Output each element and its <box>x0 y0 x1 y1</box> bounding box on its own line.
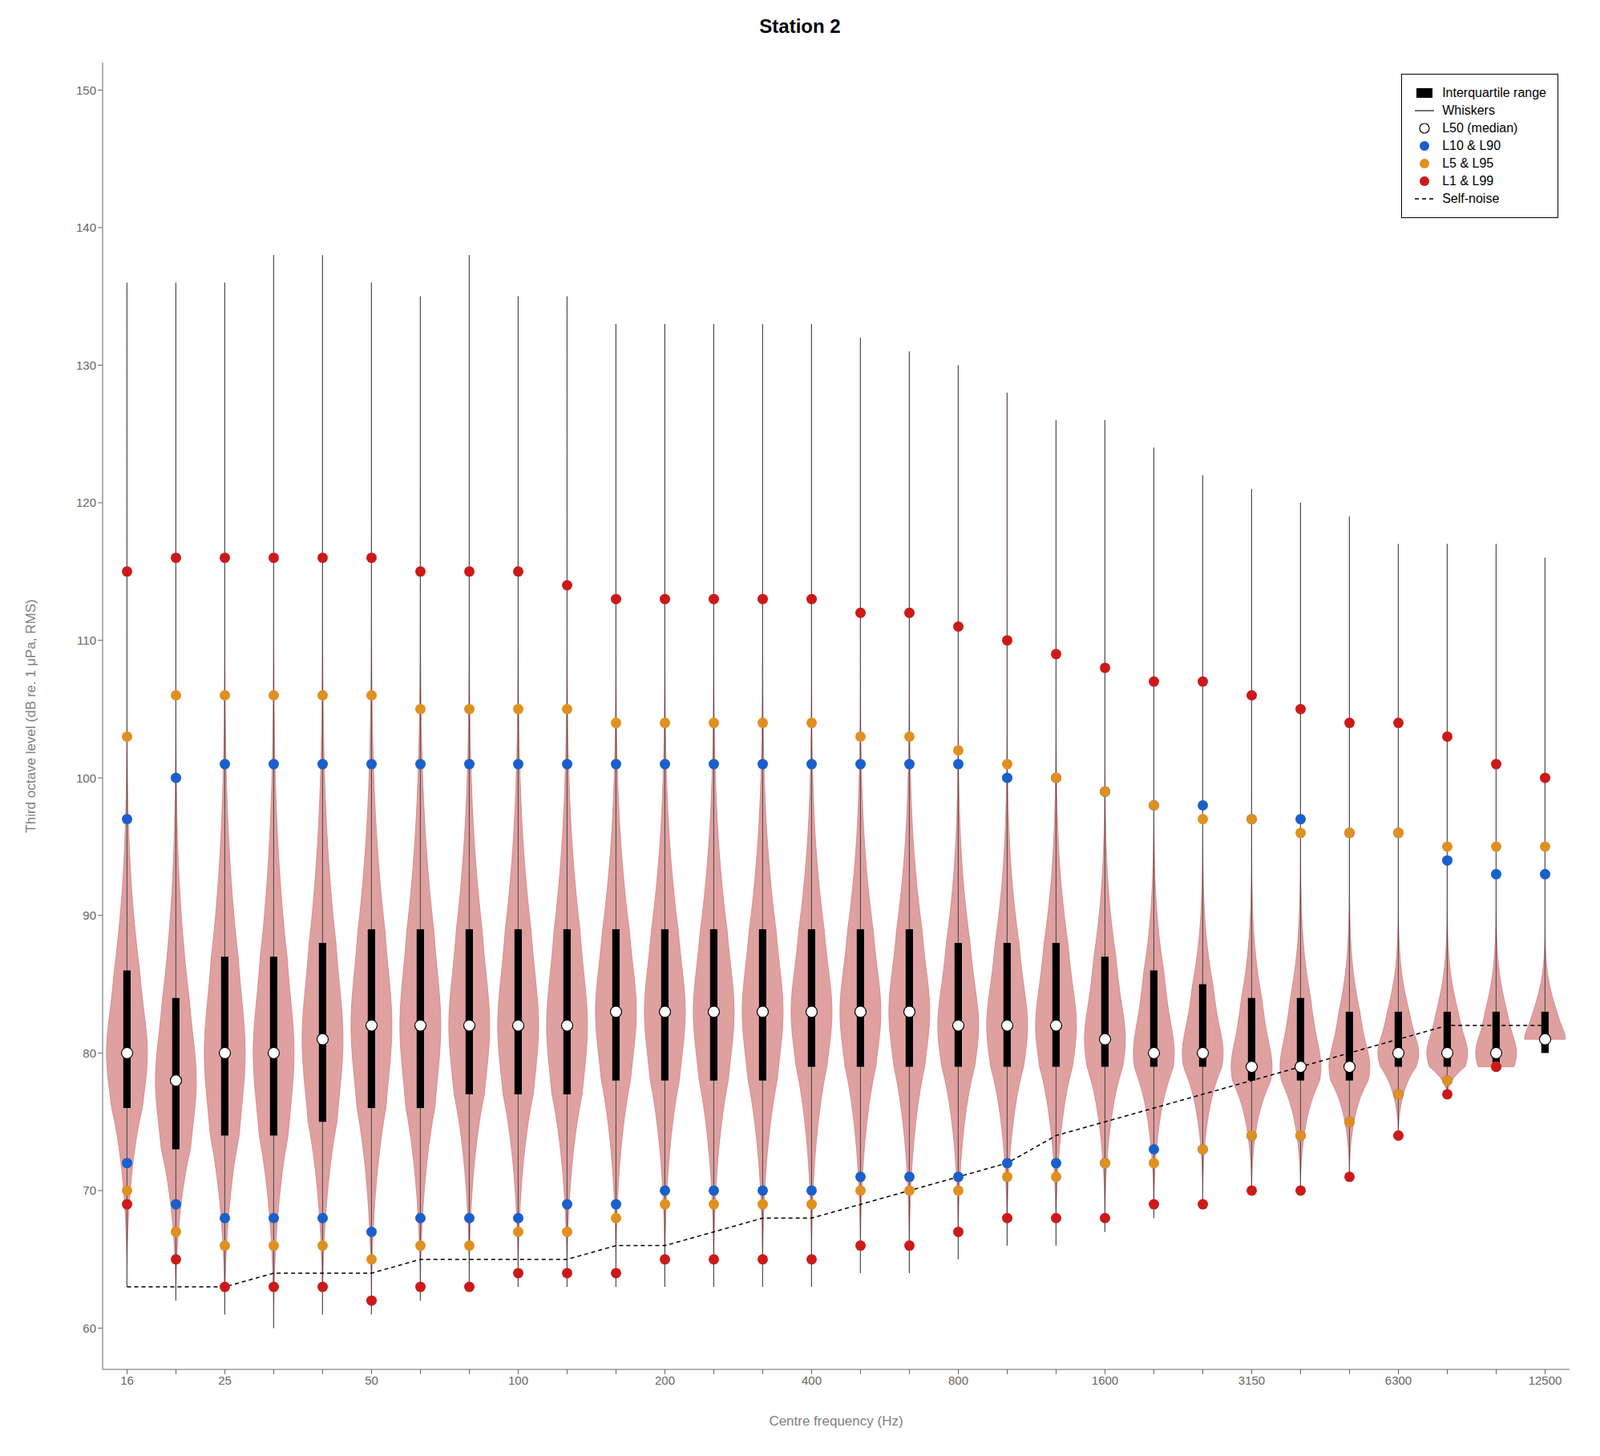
svg-text:25: 25 <box>218 1373 232 1387</box>
svg-text:Centre frequency (Hz): Centre frequency (Hz) <box>768 1413 903 1429</box>
svg-text:6300: 6300 <box>1385 1373 1412 1387</box>
html-text:Station 2: Station 2 <box>759 15 841 37</box>
svg-text:16: 16 <box>120 1373 134 1387</box>
html-text:Self-noise: Self-noise <box>1442 191 1500 206</box>
svg-text:3150: 3150 <box>1238 1373 1265 1387</box>
html-text:L5 & L95: L5 & L95 <box>1442 156 1494 170</box>
html-text:L50 (median): L50 (median) <box>1442 121 1518 135</box>
svg-text:1600: 1600 <box>1091 1373 1119 1387</box>
svg-text:150: 150 <box>76 83 97 97</box>
html-text:L1 & L99: L1 & L99 <box>1442 173 1494 188</box>
svg-text:400: 400 <box>801 1373 822 1387</box>
svg-text:Third octave level (dB re. 1 μ: Third octave level (dB re. 1 μPa, RMS) <box>23 598 39 833</box>
html-text:Interquartile range: Interquartile range <box>1442 85 1547 100</box>
svg-text:60: 60 <box>82 1321 97 1335</box>
svg-text:120: 120 <box>76 495 97 510</box>
svg-text:140: 140 <box>76 220 97 235</box>
svg-text:80: 80 <box>82 1046 97 1060</box>
svg-text:200: 200 <box>654 1373 675 1387</box>
svg-text:130: 130 <box>76 358 97 372</box>
svg-text:90: 90 <box>82 908 97 922</box>
svg-text:800: 800 <box>948 1373 969 1387</box>
svg-text:100: 100 <box>508 1373 529 1387</box>
svg-text:110: 110 <box>76 633 97 647</box>
svg-text:12500: 12500 <box>1528 1373 1563 1387</box>
svg-text:100: 100 <box>76 771 97 785</box>
html-text:Whiskers: Whiskers <box>1442 103 1495 118</box>
html-text:L10 & L90: L10 & L90 <box>1442 138 1501 153</box>
svg-text:50: 50 <box>364 1373 379 1387</box>
svg-text:70: 70 <box>82 1183 97 1197</box>
